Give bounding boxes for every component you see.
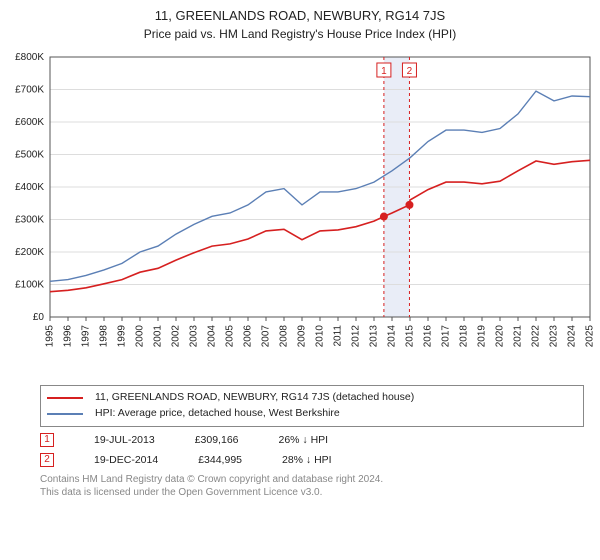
svg-text:1995: 1995 (45, 325, 56, 348)
svg-text:2005: 2005 (225, 325, 236, 348)
svg-text:2017: 2017 (441, 325, 452, 348)
svg-text:2022: 2022 (531, 325, 542, 348)
svg-text:2008: 2008 (279, 325, 290, 348)
chart-subtitle: Price paid vs. HM Land Registry's House … (0, 23, 600, 47)
marker-row-2: 2 19-DEC-2014 £344,995 28% ↓ HPI (40, 453, 584, 467)
svg-text:£200K: £200K (15, 247, 44, 258)
svg-text:2023: 2023 (549, 325, 560, 348)
svg-text:1996: 1996 (63, 325, 74, 348)
line-chart-svg: £0 £100K £200K £300K £400K £500K £600K £700K £80… (0, 47, 600, 377)
chart-title: 11, GREENLANDS ROAD, NEWBURY, RG14 7JS (0, 0, 600, 23)
marker-delta-2: 28% ↓ HPI (282, 454, 332, 466)
legend-item-property: 11, GREENLANDS ROAD, NEWBURY, RG14 7JS (… (47, 390, 577, 406)
svg-text:2021: 2021 (513, 325, 524, 348)
legend-label-hpi: HPI: Average price, detached house, West… (95, 406, 340, 422)
svg-text:2000: 2000 (135, 325, 146, 348)
svg-text:2024: 2024 (567, 325, 578, 348)
marker-price-1: £309,166 (195, 434, 239, 446)
svg-text:2001: 2001 (153, 325, 164, 348)
legend-swatch-property (47, 397, 83, 399)
svg-text:1: 1 (381, 66, 387, 77)
svg-text:2025: 2025 (585, 325, 596, 348)
marker-date-1: 19-JUL-2013 (94, 434, 155, 446)
svg-text:1998: 1998 (99, 325, 110, 348)
footnote: Contains HM Land Registry data © Crown c… (40, 473, 584, 500)
svg-text:2012: 2012 (351, 325, 362, 348)
marker-price-2: £344,995 (198, 454, 242, 466)
svg-text:2011: 2011 (333, 325, 344, 347)
svg-text:£600K: £600K (15, 117, 44, 128)
svg-text:2014: 2014 (387, 325, 398, 348)
chart-container: 11, GREENLANDS ROAD, NEWBURY, RG14 7JS P… (0, 0, 600, 560)
legend: 11, GREENLANDS ROAD, NEWBURY, RG14 7JS (… (40, 385, 584, 427)
svg-text:£700K: £700K (15, 85, 44, 96)
svg-text:2007: 2007 (261, 325, 272, 348)
svg-text:£400K: £400K (15, 182, 44, 193)
svg-text:2019: 2019 (477, 325, 488, 348)
footnote-line1: Contains HM Land Registry data © Crown c… (40, 473, 584, 487)
svg-text:2009: 2009 (297, 325, 308, 348)
marker-delta-1: 26% ↓ HPI (279, 434, 329, 446)
marker-badge-2: 2 (40, 453, 54, 467)
svg-text:£300K: £300K (15, 215, 44, 226)
marker-badge-1: 1 (40, 433, 54, 447)
svg-text:2015: 2015 (405, 325, 416, 348)
svg-text:2002: 2002 (171, 325, 182, 348)
svg-text:2013: 2013 (369, 325, 380, 348)
svg-text:£0: £0 (33, 312, 45, 323)
svg-text:2010: 2010 (315, 325, 326, 348)
svg-text:1999: 1999 (117, 325, 128, 348)
legend-label-property: 11, GREENLANDS ROAD, NEWBURY, RG14 7JS (… (95, 390, 414, 406)
svg-text:£100K: £100K (15, 280, 44, 291)
marker-row-1: 1 19-JUL-2013 £309,166 26% ↓ HPI (40, 433, 584, 447)
svg-text:2016: 2016 (423, 325, 434, 348)
svg-text:2004: 2004 (207, 325, 218, 348)
svg-text:2003: 2003 (189, 325, 200, 348)
svg-text:£800K: £800K (15, 52, 44, 63)
svg-text:2018: 2018 (459, 325, 470, 348)
legend-swatch-hpi (47, 413, 83, 415)
footnote-line2: This data is licensed under the Open Gov… (40, 486, 584, 500)
svg-text:2006: 2006 (243, 325, 254, 348)
marker-table: 1 19-JUL-2013 £309,166 26% ↓ HPI 2 19-DE… (40, 433, 584, 467)
chart-area: £0 £100K £200K £300K £400K £500K £600K £700K £80… (0, 47, 600, 377)
svg-text:£500K: £500K (15, 150, 44, 161)
marker-date-2: 19-DEC-2014 (94, 454, 158, 466)
svg-text:2: 2 (407, 66, 413, 77)
legend-item-hpi: HPI: Average price, detached house, West… (47, 406, 577, 422)
svg-text:2020: 2020 (495, 325, 506, 348)
svg-text:1997: 1997 (81, 325, 92, 348)
